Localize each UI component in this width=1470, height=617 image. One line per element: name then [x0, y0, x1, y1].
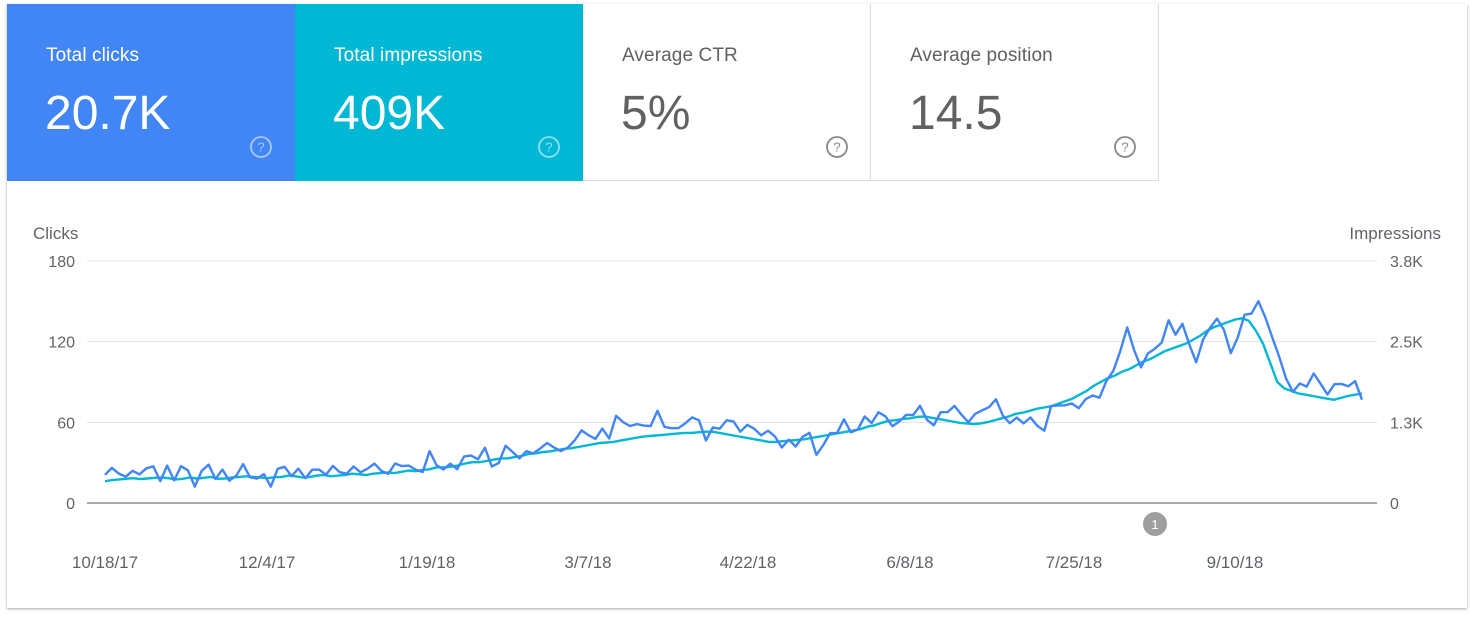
metric-average-ctr[interactable]: Average CTR 5% ?	[583, 4, 871, 181]
left-tick-label: 0	[66, 496, 75, 513]
series-line-impressions	[104, 317, 1363, 483]
performance-card: Total clicks 20.7K ? Total impressions 4…	[7, 4, 1467, 608]
x-tick-label: 4/22/18	[720, 553, 777, 572]
metric-label: Average position	[910, 45, 1053, 66]
right-tick-label: 1.3K	[1390, 415, 1423, 432]
metric-value: 409K	[333, 87, 446, 140]
annotations: 1	[1143, 512, 1167, 536]
series-lines	[104, 300, 1364, 488]
svg-text:?: ?	[1121, 140, 1128, 155]
metric-total-impressions[interactable]: Total impressions 409K ?	[295, 4, 583, 181]
metric-label: Total clicks	[46, 45, 140, 66]
right-tick-label: 0	[1390, 496, 1399, 513]
metric-average-position[interactable]: Average position 14.5 ?	[871, 4, 1159, 181]
x-tick-label: 7/25/18	[1046, 553, 1103, 572]
metric-total-clicks[interactable]: Total clicks 20.7K ?	[7, 4, 295, 181]
x-tick-label: 6/8/18	[886, 553, 933, 572]
help-icon[interactable]: ?	[249, 135, 273, 159]
svg-text:?: ?	[545, 140, 552, 155]
left-tick-label: 180	[48, 254, 75, 271]
metric-label: Total impressions	[334, 45, 483, 66]
left-tick-label: 120	[48, 335, 75, 352]
metric-value: 14.5	[909, 87, 1003, 140]
annotation-marker	[1143, 512, 1167, 536]
x-tick-label: 12/4/17	[239, 553, 296, 572]
x-axis-labels: 10/18/17 12/4/17 1/19/18 3/7/18 4/22/18 6/8/1…	[72, 553, 1263, 572]
right-tick-label: 2.5K	[1390, 335, 1423, 352]
x-tick-label: 1/19/18	[399, 553, 456, 572]
metric-label: Average CTR	[622, 45, 738, 66]
svg-text:?: ?	[833, 140, 840, 155]
gridlines	[87, 260, 1377, 504]
left-tick-label: 60	[57, 415, 75, 432]
right-axis-title: Impressions	[1349, 224, 1441, 243]
metric-value: 20.7K	[45, 87, 171, 140]
help-icon[interactable]: ?	[1113, 135, 1137, 159]
help-icon[interactable]: ?	[825, 135, 849, 159]
annotation-label: 1	[1151, 517, 1158, 532]
axis-ticks: 180 3.8K 120 2.5K 60 1.3K 0 0	[48, 254, 1423, 513]
metrics-row: Total clicks 20.7K ? Total impressions 4…	[7, 4, 1159, 181]
x-tick-label: 10/18/17	[72, 553, 138, 572]
series-line-clicks	[104, 300, 1364, 488]
performance-chart: Clicks Impressions 180 3.8K 120 2.5K 60 1.3K 0…	[7, 181, 1467, 608]
x-tick-label: 9/10/18	[1207, 553, 1264, 572]
x-tick-label: 3/7/18	[564, 553, 611, 572]
help-icon[interactable]: ?	[537, 135, 561, 159]
svg-text:?: ?	[257, 140, 264, 155]
right-tick-label: 3.8K	[1390, 254, 1423, 271]
metric-value: 5%	[621, 87, 691, 140]
chart-plot[interactable]: 180 3.8K 120 2.5K 60 1.3K 0 0 1 10/18/17 12/4/17…	[7, 181, 1467, 608]
left-axis-title: Clicks	[33, 224, 79, 243]
